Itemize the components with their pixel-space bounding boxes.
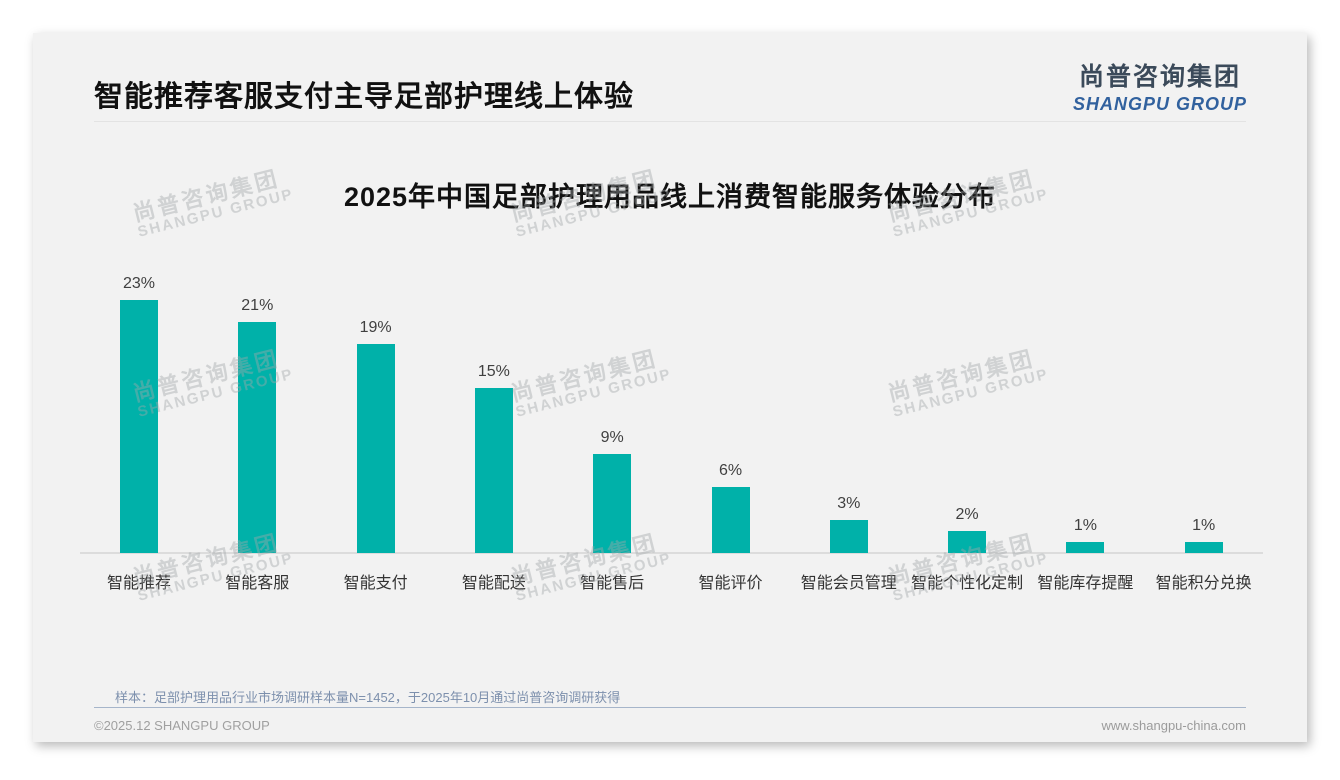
bar — [1066, 542, 1105, 553]
bar-category-label: 智能评价 — [698, 575, 763, 592]
bar-category-label: 智能客服 — [225, 575, 290, 592]
bar-value-label: 1% — [1073, 517, 1097, 534]
chart-bar-group: 21% 智能客服 — [198, 263, 316, 592]
company-logo: 尚普咨询集团 SHANGPU GROUP — [1073, 57, 1247, 115]
copyright-text: ©2025.12 SHANGPU GROUP — [94, 718, 270, 733]
footer-divider — [94, 707, 1246, 708]
bar-category-label: 智能积分兑换 — [1155, 575, 1252, 592]
bar — [829, 520, 868, 553]
x-axis-line — [80, 552, 1263, 554]
bar-value-label: 6% — [718, 462, 743, 479]
bar — [238, 322, 277, 553]
bar-category-label: 智能支付 — [343, 575, 408, 592]
chart-bar-group: 1% 智能积分兑换 — [1145, 263, 1263, 592]
bar-value-label: 21% — [241, 297, 274, 314]
bar-category-label: 智能配送 — [461, 575, 526, 592]
chart-bar-group: 3% 智能会员管理 — [790, 263, 908, 592]
chart-bar-group: 1% 智能库存提醒 — [1026, 263, 1144, 592]
bar-value-label: 3% — [837, 495, 861, 512]
chart-plot: 23% 智能推荐 21% 智能客服 19% 智能支付 15% 智能配送 9% 智能售后 6% 智能评价… — [80, 263, 1263, 592]
chart-bar-group: 9% 智能售后 — [553, 263, 671, 592]
sample-note: 样本：足部护理用品行业市场调研样本量N=1452，于2025年10月通过尚普咨询… — [115, 690, 621, 705]
bar — [711, 487, 750, 553]
bar-category-label: 智能推荐 — [106, 575, 172, 592]
bar-value-label: 15% — [477, 363, 510, 380]
bar — [593, 454, 632, 553]
bar-value-label: 23% — [122, 275, 156, 292]
report-card: 智能推荐客服支付主导足部护理线上体验 尚普咨询集团 SHANGPU GROUP … — [33, 33, 1307, 742]
company-logo-cn: 尚普咨询集团 — [1078, 63, 1241, 91]
chart-title: 2025年中国足部护理用品线上消费智能服务体验分布 — [343, 182, 997, 212]
bar — [474, 388, 513, 553]
bar — [120, 300, 158, 553]
company-logo-en: SHANGPU GROUP — [1072, 94, 1247, 114]
bar — [1184, 542, 1223, 553]
bar — [356, 344, 395, 553]
chart-bar-group: 19% 智能支付 — [317, 263, 435, 592]
bar-category-label: 智能个性化定制 — [911, 575, 1024, 592]
page-title: 智能推荐客服支付主导足部护理线上体验 — [94, 81, 635, 113]
website-url: www.shangpu-china.com — [1101, 718, 1246, 733]
chart-bar-group: 23% 智能推荐 — [80, 263, 198, 592]
chart-bar-group: 15% 智能配送 — [435, 263, 553, 592]
bar — [948, 531, 987, 553]
bar-value-label: 9% — [600, 429, 624, 446]
bar-value-label: 19% — [359, 319, 392, 336]
bar-value-label: 2% — [955, 506, 979, 523]
chart-bar-group: 6% 智能评价 — [672, 263, 790, 592]
title-divider — [94, 121, 1246, 122]
bar-value-label: 1% — [1192, 517, 1216, 534]
bar-category-label: 智能会员管理 — [800, 575, 897, 592]
bar-category-label: 智能库存提醒 — [1037, 575, 1134, 592]
chart-bar-group: 2% 智能个性化定制 — [908, 263, 1026, 592]
bar-category-label: 智能售后 — [580, 575, 645, 592]
